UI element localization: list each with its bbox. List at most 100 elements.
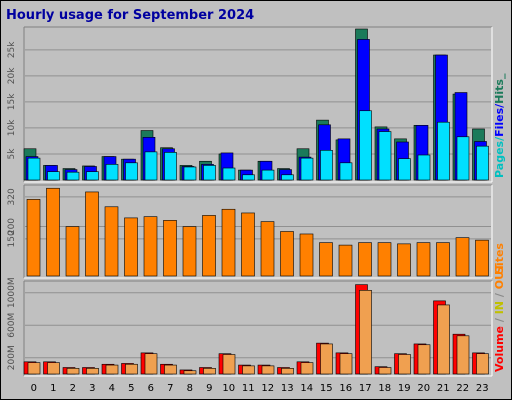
bar-sites (377, 242, 392, 277)
x-tick-label: 20 (417, 383, 430, 394)
bar-out (320, 343, 333, 375)
bar-out (27, 362, 41, 375)
bar-out (378, 367, 392, 375)
bar-out (242, 365, 255, 375)
bar-pages (261, 169, 275, 181)
x-tick-label: 16 (339, 383, 352, 394)
bar-out (456, 335, 470, 375)
x-tick-label: 8 (187, 383, 193, 394)
bar-out (300, 362, 314, 375)
x-tick-label: 17 (359, 383, 372, 394)
bar-out (203, 368, 216, 375)
bar-pages (66, 171, 80, 181)
x-tick-label: 22 (456, 383, 469, 394)
legend-label-volume: Volume / IN / OUT (493, 263, 506, 372)
bar-sites (221, 208, 236, 277)
bar-out (144, 353, 158, 375)
x-tick-label: 7 (167, 383, 173, 394)
bar-sites (46, 187, 60, 277)
x-tick-label: 18 (378, 383, 391, 394)
legend-part: Volume (493, 326, 506, 372)
x-tick-label: 23 (476, 383, 489, 394)
bar-out (183, 370, 197, 375)
legend-part: Pages/ (493, 136, 506, 178)
bar-pages (164, 152, 177, 181)
bar-out (261, 365, 275, 375)
bar-sites (416, 242, 431, 277)
bar-sites (358, 242, 372, 277)
bar-sites (143, 216, 158, 277)
panel-bg-sites (24, 185, 492, 278)
bar-pages (456, 136, 470, 181)
y-tick-label: 200 (7, 218, 17, 235)
x-tick-label: 10 (222, 383, 235, 394)
bar-out (164, 364, 177, 375)
bar-out (86, 368, 99, 375)
bar-sites (65, 226, 80, 277)
plot-layer: 5k10k15k20k25kPages/Files/Hits_150200320… (7, 26, 506, 394)
x-tick-label: 3 (89, 383, 95, 394)
y-tick-label: 200M (7, 345, 17, 370)
x-tick-label: 0 (31, 383, 37, 394)
bar-pages (359, 110, 372, 181)
bar-pages (125, 162, 138, 181)
legend-part: OUT (493, 263, 506, 289)
legend-part: Hits_ (493, 73, 506, 104)
bar-sites (182, 226, 197, 277)
legend-part: IN (493, 301, 506, 314)
x-tick-label: 19 (398, 383, 411, 394)
y-tick-label: 20k (7, 67, 17, 84)
x-tick-label: 12 (261, 383, 274, 394)
x-tick-label: 5 (128, 383, 134, 394)
bar-out (281, 368, 294, 375)
x-tick-label: 15 (320, 383, 333, 394)
bar-pages (398, 158, 411, 181)
bar-pages (476, 145, 489, 181)
legend-part: Sites (493, 243, 506, 274)
bar-out (222, 354, 236, 375)
bar-out (339, 353, 353, 375)
bar-out (417, 344, 431, 375)
y-tick-label: 25k (7, 41, 17, 58)
chart-title: Hourly usage for September 2024 (6, 8, 254, 23)
x-tick-label: 11 (242, 383, 255, 394)
bar-sites (319, 242, 333, 277)
bar-out (66, 368, 80, 375)
bar-out (359, 290, 372, 375)
bar-out (437, 304, 450, 375)
bar-pages (105, 164, 119, 181)
bar-sites (26, 199, 41, 277)
bar-pages (242, 174, 255, 181)
bar-pages (222, 167, 236, 181)
x-tick-label: 4 (109, 383, 115, 394)
bar-pages (437, 121, 450, 181)
bar-sites (397, 243, 411, 277)
bar-sites (85, 191, 99, 277)
bar-out (47, 362, 60, 375)
bar-out (476, 353, 489, 375)
bar-sites (338, 244, 353, 277)
bar-pages (339, 162, 353, 181)
bar-pages (300, 157, 314, 181)
x-tick-label: 14 (300, 383, 313, 394)
bar-pages (144, 151, 158, 181)
legend-label-sites: Sites (493, 243, 506, 274)
bar-out (105, 364, 119, 375)
bar-sites (455, 237, 470, 277)
y-tick-label: 150 (7, 230, 17, 247)
y-tick-label: 5k (7, 148, 17, 160)
bar-pages (86, 171, 99, 181)
bar-sites (280, 231, 294, 277)
bar-sites (260, 221, 275, 277)
legend-part: / (493, 317, 506, 322)
bar-pages (47, 171, 60, 181)
bar-sites (202, 215, 216, 277)
bar-sites (475, 239, 489, 277)
y-tick-label: 1000M (7, 277, 17, 308)
y-tick-label: 320 (7, 188, 17, 205)
x-tick-label: 13 (281, 383, 294, 394)
x-tick-label: 9 (206, 383, 212, 394)
bar-sites (436, 242, 450, 277)
x-tick-label: 2 (70, 383, 76, 394)
